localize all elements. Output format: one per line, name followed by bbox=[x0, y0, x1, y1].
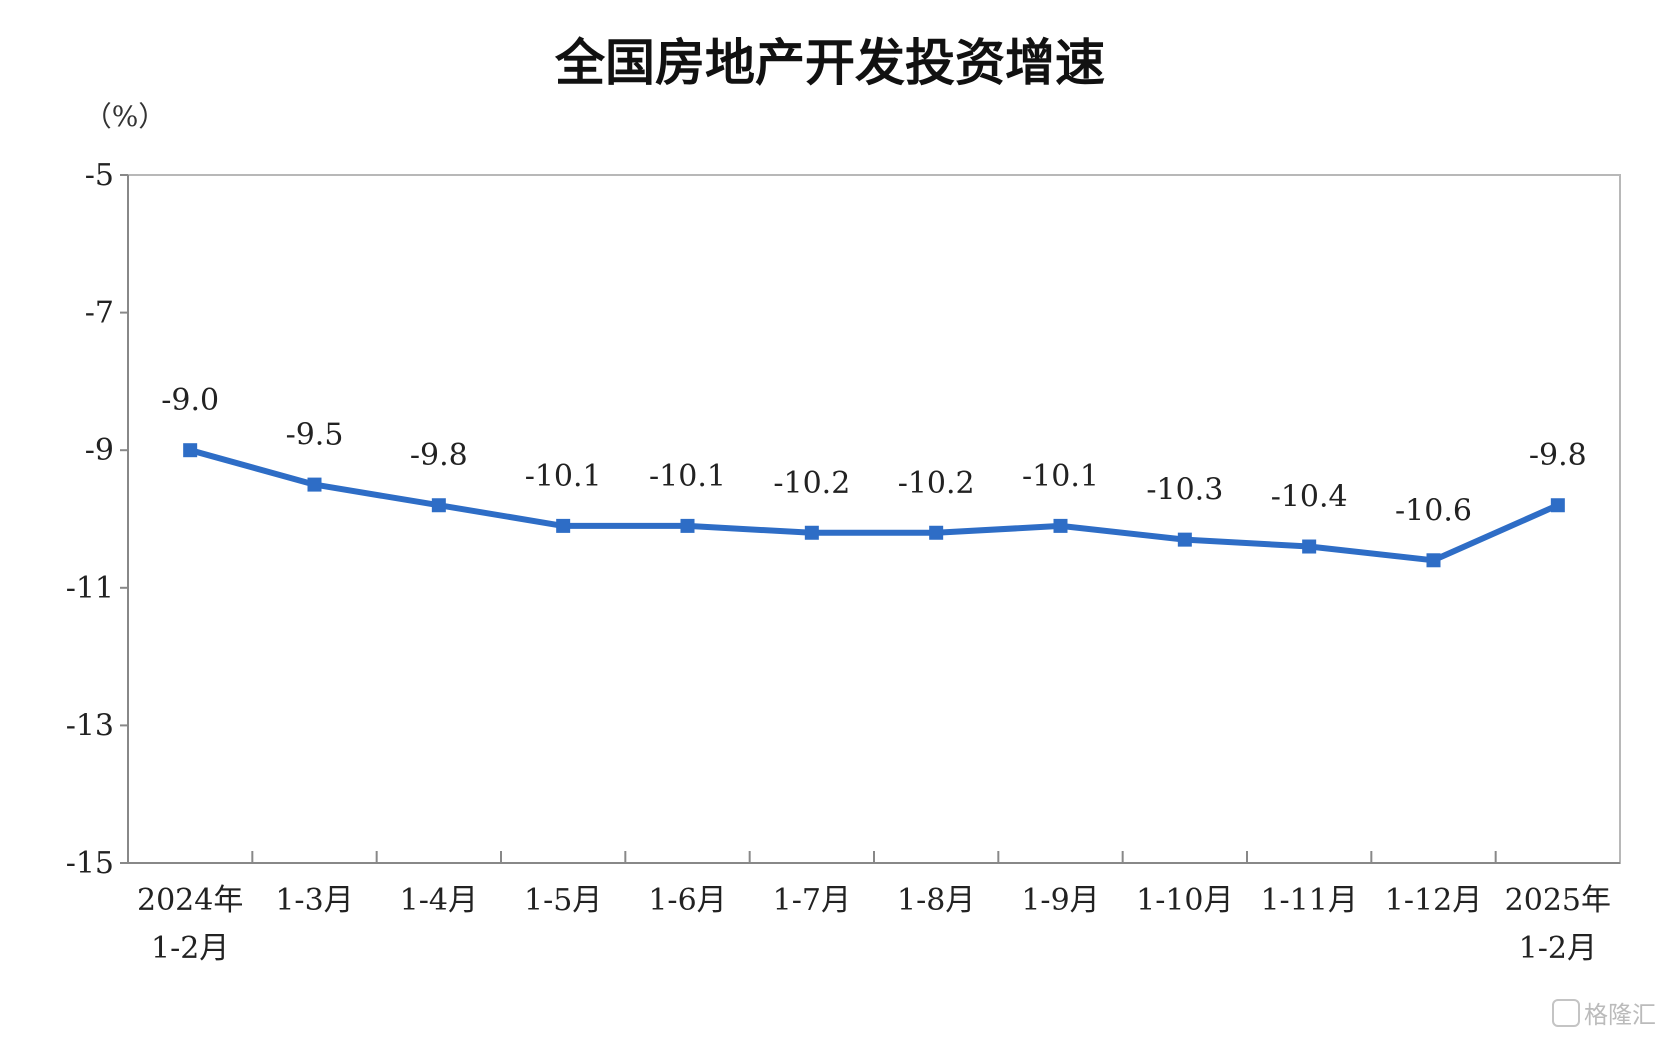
y-tick-label: -11 bbox=[66, 571, 114, 606]
series-line bbox=[187, 447, 1561, 564]
data-point-marker bbox=[1053, 518, 1068, 533]
y-tick-label: -15 bbox=[66, 846, 114, 881]
x-tick-label: 1-2月 bbox=[151, 931, 229, 966]
data-point-marker bbox=[1302, 539, 1317, 554]
y-axis-unit: （%） bbox=[84, 100, 167, 133]
x-tick-label: 1-11月 bbox=[1260, 883, 1357, 918]
x-tick-label: 2025年 bbox=[1505, 883, 1611, 918]
watermark: 格隆汇 bbox=[1552, 999, 1656, 1029]
data-point-marker bbox=[1426, 553, 1441, 568]
x-tick-label: 1-8月 bbox=[897, 883, 975, 918]
x-tick-label: 1-3月 bbox=[275, 883, 353, 918]
data-label: -10.1 bbox=[649, 459, 726, 494]
chart-title: 全国房地产开发投资增速 bbox=[554, 34, 1105, 92]
data-label: -9.5 bbox=[286, 418, 344, 453]
series-markers bbox=[183, 443, 1565, 568]
y-tick-label: -9 bbox=[85, 433, 114, 468]
x-tick-label: 1-7月 bbox=[773, 883, 851, 918]
data-label: -9.8 bbox=[410, 438, 468, 473]
data-point-marker bbox=[804, 525, 819, 540]
data-point-marker bbox=[307, 477, 322, 492]
x-tick-label: 1-12月 bbox=[1385, 883, 1482, 918]
x-tick-label: 2024年 bbox=[137, 883, 243, 918]
x-tick-label: 1-6月 bbox=[648, 883, 726, 918]
data-label: -9.8 bbox=[1529, 438, 1587, 473]
y-tick-label: -13 bbox=[66, 708, 114, 743]
data-label: -10.4 bbox=[1271, 480, 1348, 515]
y-axis-ticks: -5 -7 -9 -11 -13 -15 bbox=[66, 158, 128, 881]
data-point-marker bbox=[183, 443, 198, 458]
data-label: -10.1 bbox=[1022, 459, 1099, 494]
data-point-marker bbox=[1550, 498, 1565, 513]
data-point-marker bbox=[1177, 532, 1192, 547]
watermark-logo-icon bbox=[1552, 999, 1580, 1027]
data-label: -9.0 bbox=[161, 383, 219, 418]
data-label: -10.2 bbox=[898, 466, 975, 501]
x-axis-ticks: 2024年 1-2月 1-3月 1-4月 1-5月 1-6月 1-7月 1-8月 1-9月 1-1… bbox=[137, 851, 1611, 966]
data-label: -10.3 bbox=[1146, 473, 1223, 508]
y-tick-label: -5 bbox=[85, 158, 114, 193]
data-label: -10.1 bbox=[525, 459, 602, 494]
x-tick-label: 1-5月 bbox=[524, 883, 602, 918]
x-tick-label: 1-2月 bbox=[1519, 931, 1597, 966]
x-tick-label: 1-9月 bbox=[1021, 883, 1099, 918]
data-point-marker bbox=[929, 525, 944, 540]
data-label: -10.6 bbox=[1395, 493, 1472, 528]
watermark-text: 格隆汇 bbox=[1584, 1001, 1656, 1029]
data-point-marker bbox=[431, 498, 446, 513]
data-point-marker bbox=[680, 518, 695, 533]
y-tick-label: -7 bbox=[85, 296, 114, 331]
x-tick-label: 1-4月 bbox=[400, 883, 478, 918]
x-tick-label: 1-10月 bbox=[1136, 883, 1233, 918]
data-labels: -9.0 -9.5 -9.8 -10.1 -10.1 -10.2 -10.2 -10.1 -10… bbox=[161, 383, 1587, 528]
data-point-marker bbox=[556, 518, 571, 533]
data-label: -10.2 bbox=[773, 466, 850, 501]
